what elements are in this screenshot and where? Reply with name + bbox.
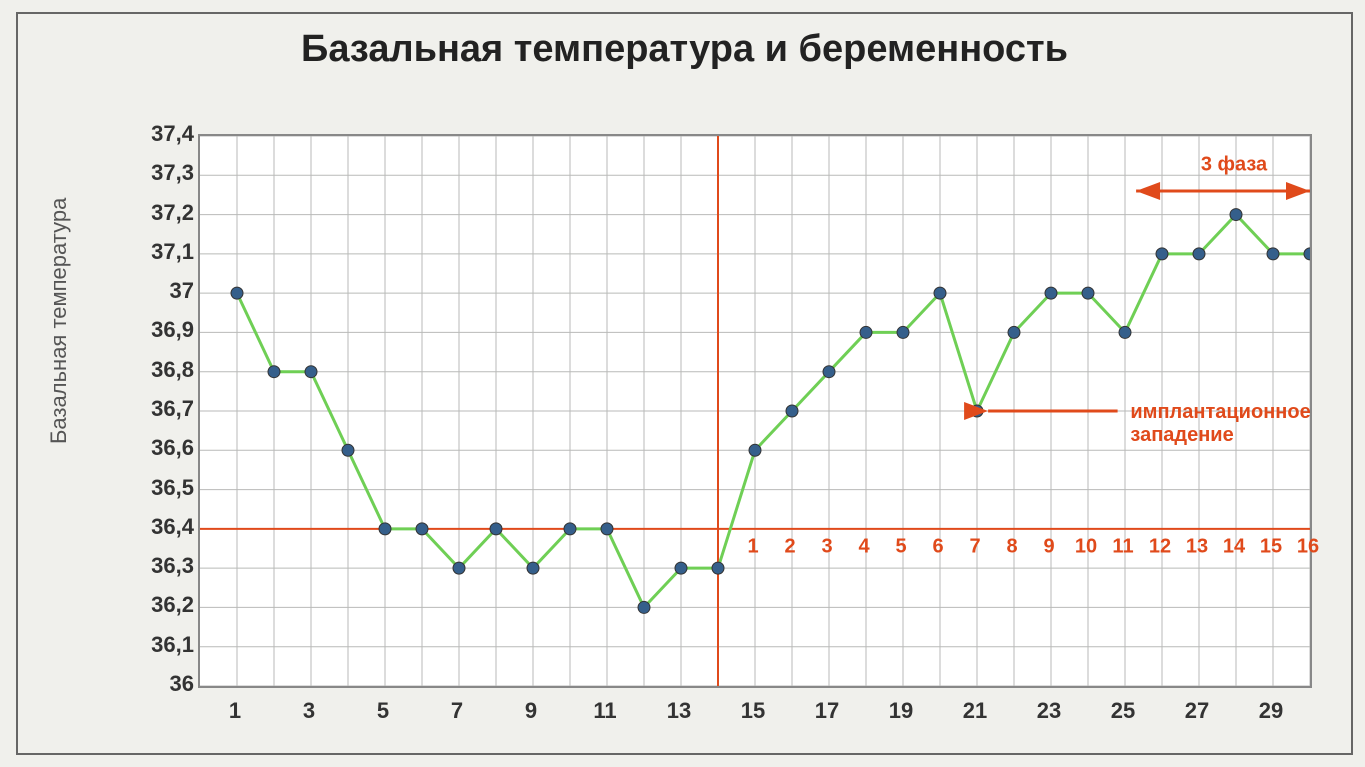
phase2-day-number: 5 [895, 535, 906, 558]
y-tick: 37,2 [134, 200, 194, 226]
x-tick: 13 [667, 698, 691, 724]
x-tick: 3 [303, 698, 315, 724]
x-tick: 29 [1259, 698, 1283, 724]
implantation-label: имплантационное западение [1130, 401, 1310, 447]
y-tick: 36,1 [134, 632, 194, 658]
phase3-label: 3 фаза [1201, 154, 1267, 177]
phase2-day-number: 3 [821, 535, 832, 558]
phase2-day-number: 7 [969, 535, 980, 558]
phase2-day-number: 12 [1149, 535, 1171, 558]
phase2-day-number: 9 [1043, 535, 1054, 558]
y-axis-label: Базальная температура [46, 198, 72, 444]
y-tick: 36,5 [134, 475, 194, 501]
y-tick: 36 [134, 671, 194, 697]
phase2-day-number: 14 [1223, 535, 1245, 558]
x-tick: 15 [741, 698, 765, 724]
y-tick: 37,3 [134, 160, 194, 186]
phase2-day-number: 16 [1297, 535, 1319, 558]
y-tick: 36,9 [134, 317, 194, 343]
x-tick: 23 [1037, 698, 1061, 724]
x-tick: 25 [1111, 698, 1135, 724]
x-tick: 11 [593, 698, 616, 724]
phase2-day-number: 15 [1260, 535, 1282, 558]
y-tick: 36,3 [134, 553, 194, 579]
phase2-day-number: 6 [932, 535, 943, 558]
phase2-day-number: 8 [1006, 535, 1017, 558]
x-tick: 5 [377, 698, 389, 724]
phase2-day-number: 10 [1075, 535, 1097, 558]
phase2-day-number: 2 [784, 535, 795, 558]
x-tick: 9 [525, 698, 537, 724]
y-tick: 36,2 [134, 592, 194, 618]
x-tick: 21 [963, 698, 987, 724]
x-tick: 7 [451, 698, 463, 724]
phase2-day-number: 11 [1112, 535, 1133, 558]
y-tick: 36,8 [134, 357, 194, 383]
y-tick: 37,4 [134, 121, 194, 147]
y-tick: 36,7 [134, 396, 194, 422]
y-tick: 36,4 [134, 514, 194, 540]
phase2-day-number: 13 [1186, 535, 1208, 558]
x-tick: 27 [1185, 698, 1209, 724]
x-tick: 1 [229, 698, 241, 724]
chart-container: Базальная температура и беременность Баз… [16, 12, 1353, 755]
y-tick: 36,6 [134, 435, 194, 461]
x-tick: 17 [815, 698, 839, 724]
y-tick: 37 [134, 278, 194, 304]
x-tick: 19 [889, 698, 913, 724]
chart-title: Базальная температура и беременность [18, 14, 1351, 71]
phase2-day-number: 1 [747, 535, 758, 558]
y-tick: 37,1 [134, 239, 194, 265]
phase2-day-number: 4 [858, 535, 869, 558]
